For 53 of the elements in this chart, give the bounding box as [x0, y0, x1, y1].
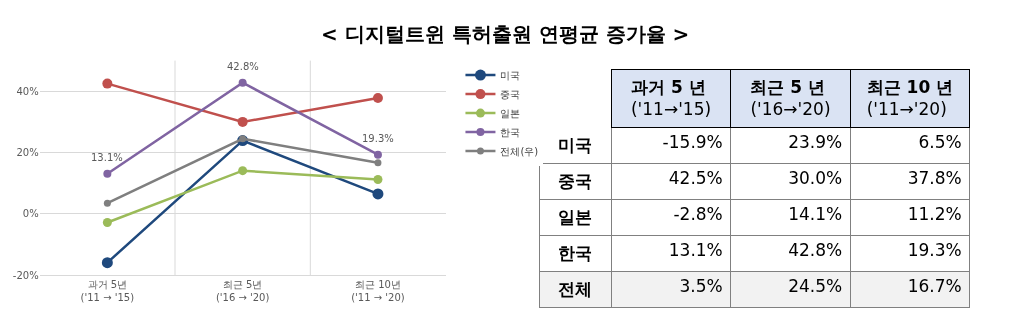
text: 42.5%: [668, 168, 723, 189]
data-label: 42.8%: [227, 61, 259, 72]
point: [238, 78, 247, 87]
text: 37.8%: [907, 168, 962, 189]
text: -15.9%: [662, 132, 723, 153]
point: [373, 150, 382, 159]
point: [103, 199, 111, 207]
legend-label: 전체(우): [500, 146, 539, 157]
category-label: 미국: [558, 135, 593, 156]
point: [102, 78, 113, 89]
text: 24.5%: [788, 276, 843, 297]
text: 23.9%: [788, 132, 843, 153]
text: 30.0%: [788, 168, 843, 189]
point: [237, 116, 248, 127]
text: 13.1%: [668, 240, 723, 261]
legend-label: 한국: [500, 127, 521, 138]
y-tick-label: 20%: [16, 147, 39, 159]
data-label: 19.3%: [362, 133, 394, 144]
point: [373, 175, 383, 185]
text: -2.8%: [673, 204, 723, 225]
x-tick-label: 최근 10년 ('11 → '20): [351, 279, 405, 304]
legend-label: 일본: [500, 108, 521, 119]
point: [372, 93, 383, 103]
category-label: 일본: [558, 207, 593, 228]
text: 16.7%: [907, 276, 962, 297]
legend-label: 중국: [500, 89, 521, 100]
data-label: 13.1%: [91, 152, 123, 163]
text: 6.5%: [918, 132, 962, 153]
text: 11.2%: [907, 204, 962, 225]
text: 14.1%: [788, 204, 843, 225]
text: 42.8%: [788, 240, 843, 261]
category-label: 전체: [558, 279, 593, 300]
point: [101, 257, 113, 269]
x-tick-label: 과거 5년 ('11 → '15): [80, 279, 135, 304]
category-label: 최근 10 년 ('11→'20): [866, 77, 954, 120]
category-label: 한국: [558, 243, 593, 264]
category-label: 중국: [558, 171, 593, 192]
category-label: 과거 5 년 ('11→'15): [630, 77, 712, 120]
point: [239, 135, 247, 143]
y-tick-label: 0%: [22, 208, 39, 220]
text: < 디지털트윈 특허출원 연평균 증가율 >: [321, 22, 690, 46]
point: [374, 159, 382, 167]
y-tick-label: -20%: [12, 269, 39, 281]
category-label: 최근 5 년 ('16→'20): [750, 77, 831, 120]
point: [103, 169, 112, 178]
text: 19.3%: [907, 240, 962, 261]
point: [238, 166, 248, 176]
text: 3.5%: [679, 276, 723, 297]
point: [102, 217, 112, 227]
y-tick-label: 40%: [16, 85, 39, 97]
legend-label: 미국: [500, 70, 521, 81]
x-tick-label: 최근 5년 ('16 → '20): [215, 279, 270, 304]
point: [372, 188, 384, 200]
